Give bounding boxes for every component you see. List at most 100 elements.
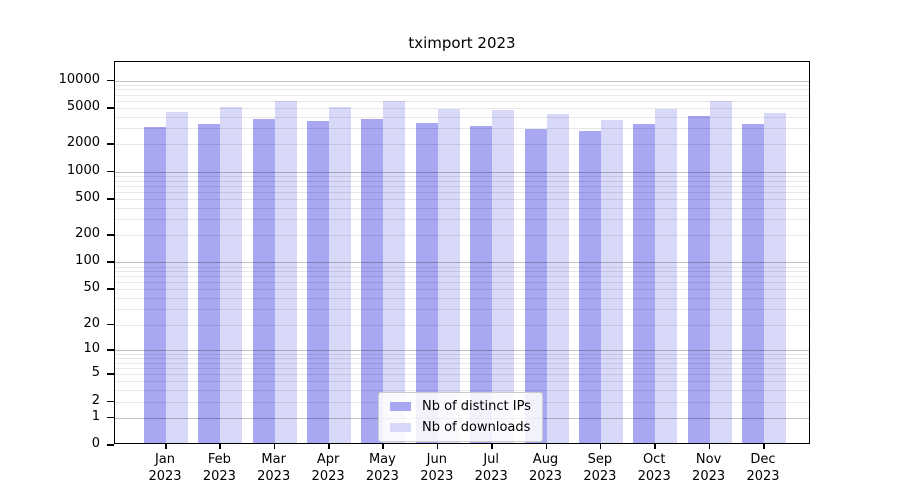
y-tick-label: 100 (75, 253, 100, 269)
gridline (115, 84, 809, 86)
chart-title: tximport 2023 (408, 34, 516, 52)
legend-label-downloads: Nb of downloads (422, 420, 531, 435)
bar-downloads-apr (329, 107, 352, 443)
bar-downloads-sep (600, 119, 623, 443)
y-tick-mark (107, 373, 114, 375)
x-tick-mark (708, 444, 711, 449)
x-tick-mark (491, 444, 493, 449)
bar-distinct-ips-jul (470, 126, 493, 443)
gridline (115, 219, 809, 221)
gridline (115, 262, 809, 264)
gridline (115, 350, 809, 352)
gridline (115, 116, 809, 118)
gridline (115, 289, 809, 291)
gridline (115, 390, 809, 392)
gridline (115, 80, 809, 82)
legend-swatch-downloads (390, 423, 411, 432)
bar-distinct-ips-nov (687, 115, 710, 443)
y-tick-mark (107, 79, 114, 82)
gridline (115, 207, 809, 209)
y-tick-label: 5000 (66, 99, 100, 114)
x-tick-label: Dec 2023 (746, 452, 780, 484)
bar-distinct-ips-jan (144, 127, 166, 443)
gridline (115, 353, 809, 355)
legend-item-downloads: Nb of downloads (390, 420, 531, 435)
bar-distinct-ips-may (361, 118, 384, 443)
y-tick-mark (107, 349, 114, 351)
bar-downloads-feb (220, 107, 243, 443)
bar-downloads-mar (274, 101, 297, 443)
gridline (115, 266, 809, 268)
x-tick-mark (763, 444, 765, 449)
bar-distinct-ips-oct (633, 123, 656, 443)
gridline (115, 128, 809, 130)
gridline (115, 298, 809, 300)
bar-downloads-oct (655, 109, 678, 443)
legend-item-distinct-ips: Nb of distinct IPs (390, 399, 531, 414)
bar-distinct-ips-apr (307, 121, 330, 443)
gridline (115, 94, 809, 96)
gridline (115, 309, 809, 311)
gridline (115, 144, 809, 146)
bar-distinct-ips-sep (578, 131, 601, 443)
gridline (115, 199, 809, 200)
x-tick-mark (545, 444, 547, 449)
y-tick-label: 10000 (58, 71, 100, 87)
y-tick-label: 5 (91, 365, 100, 381)
gridline (115, 100, 809, 102)
y-tick-mark (107, 234, 114, 236)
x-tick-mark (654, 444, 656, 449)
x-tick-mark (219, 444, 221, 449)
gridline (115, 368, 809, 369)
x-tick-label: Nov 2023 (692, 452, 726, 484)
gridline (115, 381, 809, 383)
bar-distinct-ips-jun (415, 122, 438, 443)
gridline (115, 324, 809, 326)
gridline (115, 185, 809, 187)
y-tick-label: 20 (83, 315, 100, 331)
y-tick-label: 2 (91, 392, 100, 408)
x-tick-mark (436, 444, 439, 449)
x-tick-label: Sep 2023 (583, 452, 617, 484)
y-tick-mark (107, 170, 114, 173)
plot-area: Nb of distinct IPs Nb of downloads (114, 61, 810, 444)
x-tick-label: Aug 2023 (528, 452, 563, 484)
gridline (115, 191, 809, 193)
bar-downloads-nov (709, 101, 732, 443)
x-tick-mark (328, 444, 330, 449)
bar-downloads-jan (166, 112, 188, 443)
gridline (115, 362, 809, 364)
gridline (115, 180, 809, 182)
x-tick-mark (165, 444, 167, 449)
x-tick-mark (273, 444, 276, 449)
y-tick-label: 200 (75, 226, 100, 242)
gridline (115, 276, 809, 278)
x-tick-label: Mar 2023 (257, 452, 291, 484)
y-tick-mark (107, 107, 114, 109)
x-tick-label: May 2023 (365, 452, 399, 484)
gridline (115, 171, 809, 173)
x-tick-mark (599, 444, 602, 449)
gridline (115, 358, 809, 360)
y-tick-label: 1 (91, 408, 100, 424)
x-tick-mark (382, 444, 384, 449)
y-tick-mark (107, 198, 114, 200)
y-tick-mark (107, 288, 114, 290)
y-tick-mark (107, 416, 114, 419)
gridline (115, 235, 809, 237)
legend: Nb of distinct IPs Nb of downloads (378, 392, 543, 442)
x-tick-label: Jul 2023 (474, 452, 508, 484)
x-tick-label: Oct 2023 (637, 452, 671, 484)
gridline (115, 175, 809, 177)
x-tick-label: Feb 2023 (202, 452, 236, 484)
bar-downloads-may (383, 100, 406, 443)
gridline (115, 282, 809, 284)
y-tick-label: 1000 (66, 162, 100, 178)
gridline (115, 89, 809, 91)
y-tick-label: 2000 (66, 135, 100, 151)
y-tick-mark (107, 323, 114, 325)
legend-label-distinct-ips: Nb of distinct IPs (422, 399, 531, 414)
y-tick-mark (107, 444, 114, 446)
y-tick-mark (107, 261, 114, 263)
